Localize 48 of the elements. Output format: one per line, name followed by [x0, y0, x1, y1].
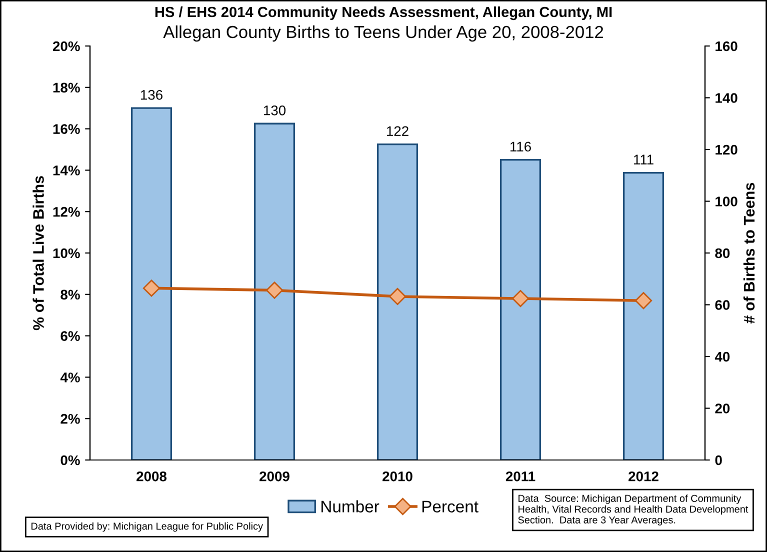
data-label: 116	[510, 142, 531, 152]
data-label: 122	[386, 126, 408, 136]
y-axis-title: % of Total Live Births	[32, 176, 44, 330]
x-tick-label: 2012	[628, 471, 658, 482]
y-tick-label: 10%	[53, 248, 80, 258]
bar	[254, 122, 296, 460]
y2-tick-label: 40	[714, 352, 730, 362]
y2-tick-label: 20	[715, 404, 730, 414]
y-tick-label: 14%	[53, 166, 80, 176]
x-tick-label: 2009	[260, 471, 290, 482]
y2-tick-label: 80	[715, 248, 730, 258]
y2-tick-label: 160	[716, 41, 738, 52]
y-tick-label: 6%	[60, 331, 80, 341]
text: Data Provided by: Michigan League for Public Policy	[32, 522, 264, 532]
chart-title: HS / EHS 2014 Community Needs Assessment, Allegan County, MI	[155, 6, 612, 20]
point	[388, 288, 406, 306]
point	[142, 280, 160, 297]
y2-tick-label: 140	[716, 93, 738, 103]
x-tick-label: 2011	[506, 471, 536, 482]
data-label: 130	[264, 105, 286, 116]
y-tick-label: 16%	[53, 124, 80, 134]
bar	[130, 107, 172, 460]
point	[512, 290, 530, 308]
point	[266, 282, 284, 299]
data-label: 111	[634, 154, 654, 164]
x-tick-label: 2010	[382, 471, 412, 482]
chart-subtitle: Allegan County Births to Teens Under Age 20, 2008-2012	[163, 25, 604, 42]
bar	[622, 172, 664, 460]
bar	[376, 143, 418, 460]
y2-tick-label: 100	[716, 196, 738, 206]
y-tick-label: 12%	[53, 206, 80, 217]
data-label: 136	[140, 90, 162, 100]
y2-axis-title: # of Births to Teens	[743, 182, 755, 324]
y-tick-label: 20%	[52, 41, 80, 52]
y-tick-label: 0%	[60, 455, 80, 466]
legend-label: Percent	[422, 500, 478, 512]
y-tick-label: 8%	[60, 290, 80, 300]
y-tick-label: 18%	[53, 82, 80, 93]
y2-tick-label: 0	[715, 455, 722, 466]
y-tick-label: 2%	[60, 414, 80, 424]
bar	[500, 159, 542, 460]
y2-tick-label: 120	[716, 144, 738, 155]
legend-label: Number	[322, 500, 380, 512]
text: Data Source: Michigan Department of Community Health, Vital Records and Health Data Development Section. Data are 3 Year Averages.	[518, 494, 748, 526]
y2-tick-label: 60	[715, 300, 730, 310]
y-tick-label: 4%	[60, 372, 80, 382]
x-tick-label: 2008	[136, 471, 167, 482]
point	[634, 292, 652, 310]
